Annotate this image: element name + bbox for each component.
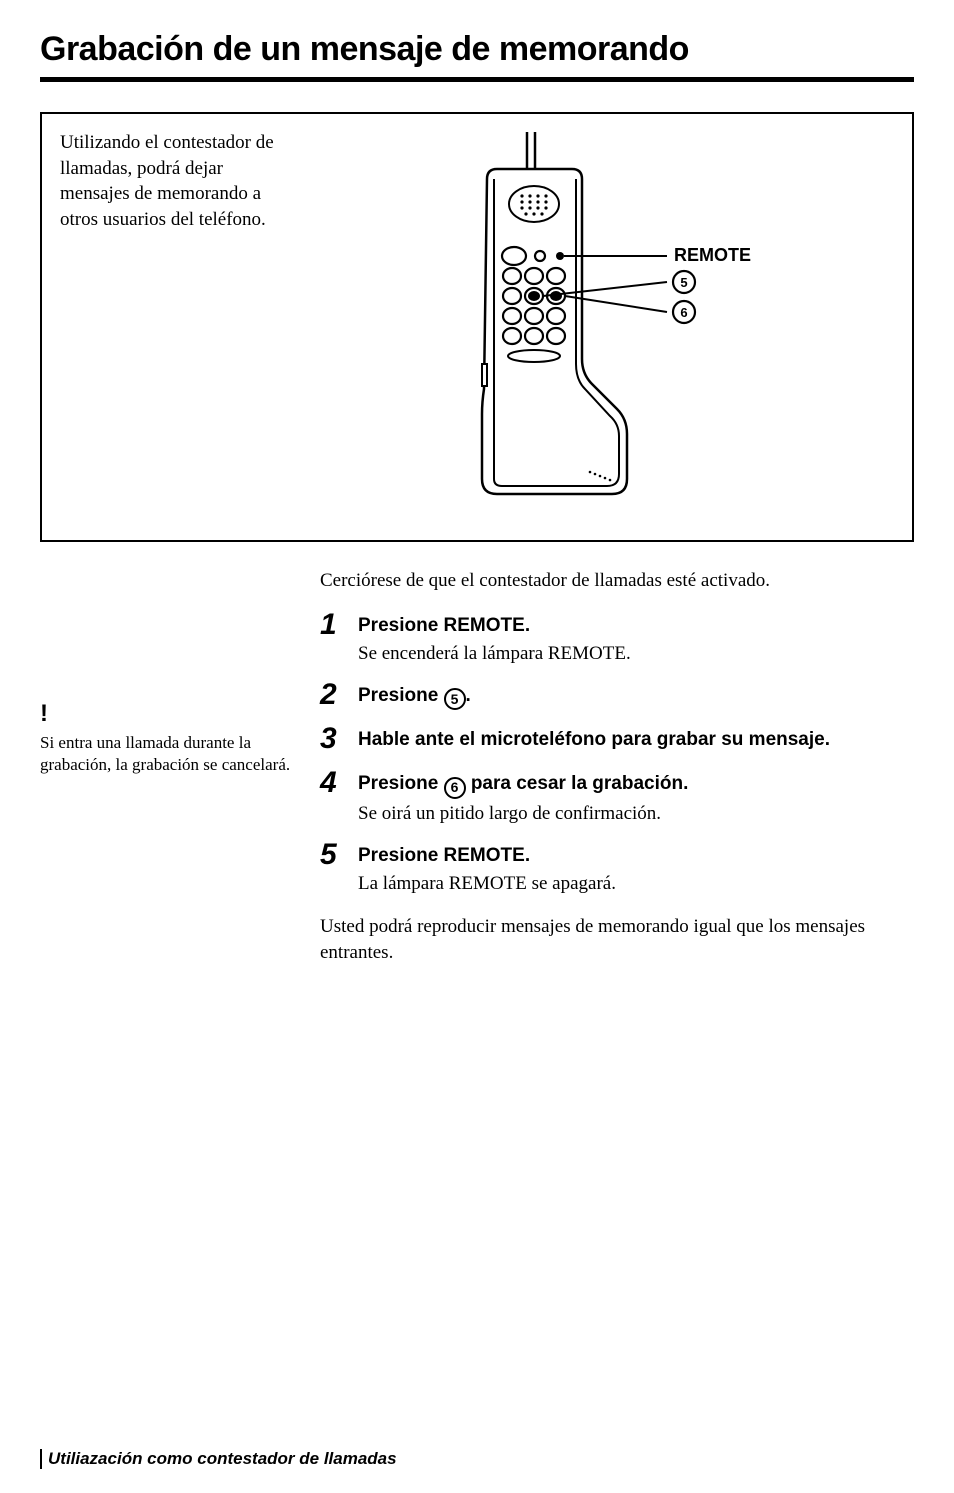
title-rule	[40, 77, 914, 82]
step-desc: Se oirá un pitido largo de confirmación.	[358, 801, 688, 827]
step-title: Presione REMOTE.	[358, 614, 631, 639]
step-desc: La lámpara REMOTE se apagará.	[358, 871, 616, 897]
step-number: 1	[320, 610, 358, 666]
page-title: Grabación de un mensaje de memorando	[40, 30, 914, 69]
step-4: 4 Presione 6 para cesar la grabación. Se…	[320, 768, 914, 826]
step-number: 5	[320, 840, 358, 896]
main-column: Cerciórese de que el contestador de llam…	[320, 570, 914, 966]
step-desc: Se encenderá la lámpara REMOTE.	[358, 641, 631, 667]
step-number: 4	[320, 768, 358, 826]
step-title-pre: Presione	[358, 773, 444, 794]
step-title: Presione REMOTE.	[358, 844, 616, 869]
svg-text:6: 6	[680, 305, 687, 320]
circled-key-5: 5	[444, 688, 466, 710]
step-1: 1 Presione REMOTE. Se encenderá la lámpa…	[320, 610, 914, 666]
label-remote: REMOTE	[674, 245, 751, 265]
outro-text: Usted podrá reproducir mensajes de memor…	[320, 914, 914, 965]
phone-svg: REMOTE 5 6	[422, 124, 842, 524]
step-title-post: para cesar la grabación.	[466, 773, 689, 794]
step-3: 3 Hable ante el microteléfono para graba…	[320, 724, 914, 754]
footer-section-label: Utiliazación como contestador de llamada…	[40, 1449, 397, 1469]
warning-text: Si entra una llamada durante la grabació…	[40, 732, 300, 776]
warning-icon: !	[40, 700, 300, 728]
warning-sidebar: ! Si entra una llamada durante la grabac…	[40, 570, 320, 966]
phone-diagram: REMOTE 5 6	[302, 114, 912, 540]
step-2: 2 Presione 5.	[320, 680, 914, 710]
illustration-box: Utilizando el contestador de llamadas, p…	[40, 112, 914, 542]
step-title: Hable ante el microteléfono para grabar …	[358, 728, 830, 753]
step-title-pre: Presione	[358, 685, 444, 706]
step-5: 5 Presione REMOTE. La lámpara REMOTE se …	[320, 840, 914, 896]
svg-text:5: 5	[680, 275, 687, 290]
intro-text: Cerciórese de que el contestador de llam…	[320, 570, 914, 592]
step-number: 2	[320, 680, 358, 710]
content-row: ! Si entra una llamada durante la grabac…	[40, 570, 914, 966]
circled-key-6: 6	[444, 777, 466, 799]
step-number: 3	[320, 724, 358, 754]
step-title: Presione 5.	[358, 684, 471, 710]
step-title-post: .	[466, 685, 471, 706]
box-description: Utilizando el contestador de llamadas, p…	[42, 114, 302, 540]
step-title: Presione 6 para cesar la grabación.	[358, 772, 688, 798]
